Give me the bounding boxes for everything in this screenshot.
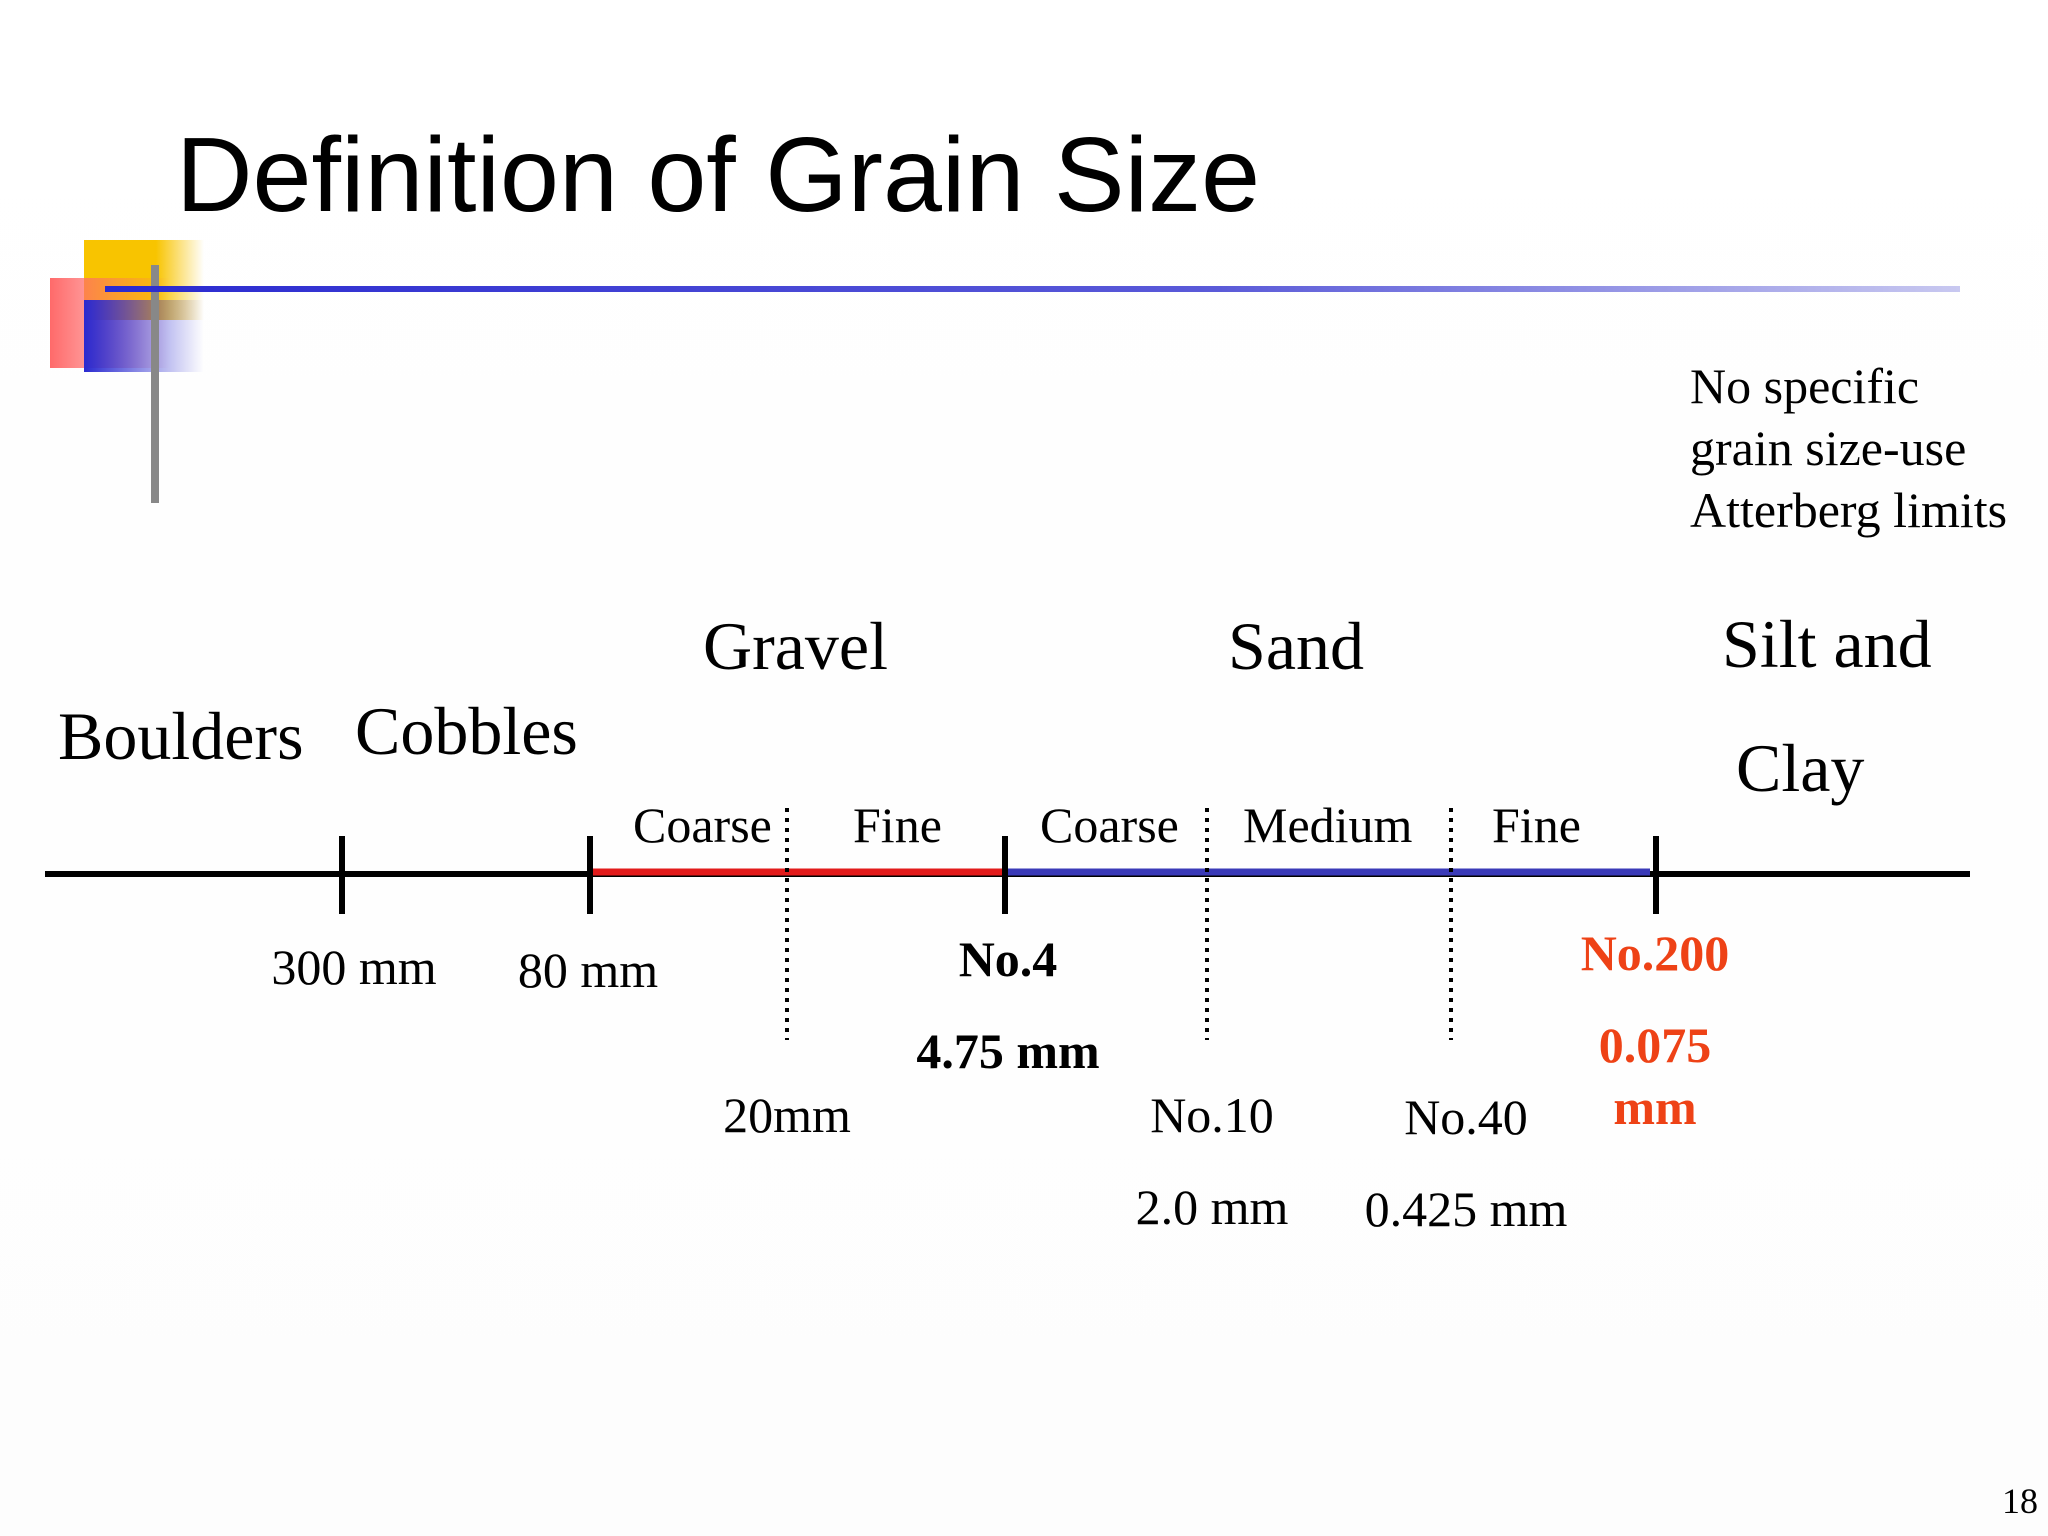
accent-blue-block (84, 300, 204, 372)
boundary-no10-label: No.10 (1150, 1087, 1274, 1143)
boundary-no200-size-line2: mm (1613, 1079, 1697, 1135)
accent-vertical-bar (151, 265, 159, 503)
sand-coarse-label: Coarse (1040, 797, 1179, 853)
boundary-20mm-label: 20mm (723, 1087, 851, 1143)
category-boulders: Boulders (58, 698, 304, 774)
category-cobbles: Cobbles (355, 693, 578, 769)
silt-clay-note: No specific grain size-use Atterberg lim… (1690, 355, 2007, 541)
sand-medium-label: Medium (1243, 797, 1413, 853)
category-sand: Sand (1228, 608, 1364, 684)
boundary-no4-size-label: 4.75 mm (916, 1023, 1100, 1079)
boundary-no4-label: No.4 (958, 931, 1058, 987)
boundary-300mm-label: 300 mm (271, 939, 437, 995)
category-silt-clay-line2: Clay (1736, 730, 1865, 806)
category-silt-clay-line1: Silt and (1722, 606, 1932, 682)
category-gravel: Gravel (703, 608, 889, 684)
sand-fine-label: Fine (1492, 797, 1581, 853)
note-line-2: grain size-use (1690, 420, 1967, 476)
boundary-no40-label: No.40 (1404, 1089, 1528, 1145)
gravel-fine-label: Fine (853, 797, 942, 853)
boundary-80mm-label: 80 mm (517, 942, 659, 998)
note-line-1: No specific (1690, 358, 1920, 414)
corner-accent (50, 240, 1960, 503)
gravel-coarse-label: Coarse (633, 797, 772, 853)
slide-title: Definition of Grain Size (176, 116, 1261, 234)
page-number: 18 (2002, 1481, 2038, 1521)
boundary-no200-label: No.200 (1580, 925, 1730, 981)
boundary-no10-size-label: 2.0 mm (1135, 1179, 1289, 1235)
title-rule (105, 286, 1960, 292)
note-line-3: Atterberg limits (1690, 482, 2008, 538)
boundary-no40-size-label: 0.425 mm (1364, 1181, 1568, 1237)
boundary-no200-size-line1: 0.075 (1598, 1017, 1712, 1073)
